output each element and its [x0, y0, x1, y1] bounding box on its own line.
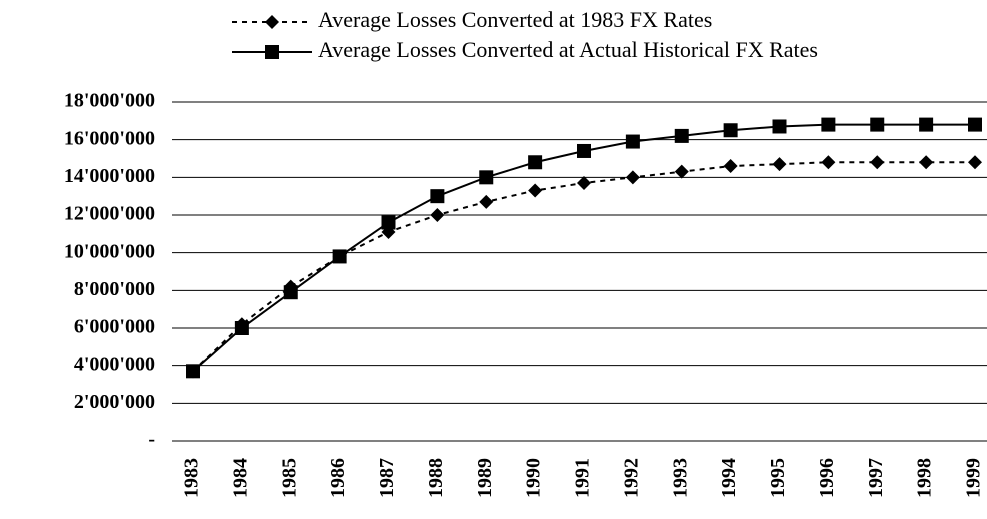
legend-label: Average Losses Converted at Actual Histo… [318, 37, 818, 62]
y-tick-label: 2'000'000 [74, 391, 155, 413]
y-tick-label: 10'000'000 [64, 240, 155, 262]
x-tick-label: 1994 [718, 458, 740, 498]
x-tick-label: 1992 [620, 458, 642, 498]
y-tick-label: - [148, 429, 155, 451]
marker [332, 249, 347, 264]
y-tick-label: 12'000'000 [64, 203, 155, 225]
series-line [192, 123, 975, 373]
marker [528, 155, 543, 170]
marker [821, 117, 836, 132]
marker [821, 155, 836, 170]
marker [625, 170, 640, 185]
marker [723, 159, 738, 174]
marker [186, 364, 200, 379]
marker [870, 117, 885, 132]
marker [723, 123, 738, 138]
marker [234, 321, 249, 335]
y-tick-label: 16'000'000 [64, 127, 155, 149]
marker [528, 183, 543, 198]
x-tick-label: 1990 [523, 458, 545, 498]
x-tick-label: 1999 [963, 458, 985, 498]
y-tick-label: 8'000'000 [74, 278, 155, 300]
x-tick-label: 1997 [865, 458, 887, 498]
y-tick-label: 14'000'000 [64, 165, 155, 187]
marker [870, 155, 885, 170]
marker [265, 45, 279, 59]
x-tick-label: 1988 [425, 458, 447, 498]
marker [772, 157, 787, 172]
x-tick-label: 1987 [376, 458, 398, 498]
marker [968, 117, 982, 132]
marker [772, 119, 787, 134]
x-tick-label: 1991 [572, 458, 594, 498]
marker [430, 208, 445, 222]
x-tick-label: 1995 [767, 458, 789, 498]
marker [919, 155, 934, 170]
marker [265, 15, 279, 29]
y-tick-label: 18'000'000 [64, 90, 155, 112]
marker [968, 155, 982, 170]
marker [674, 128, 689, 143]
marker [577, 143, 591, 158]
marker [625, 134, 640, 149]
x-tick-label: 1996 [816, 458, 838, 498]
x-tick-label: 1985 [278, 458, 300, 498]
marker [479, 194, 494, 209]
x-tick-label: 1983 [181, 458, 203, 498]
marker [674, 164, 689, 179]
marker [381, 215, 396, 230]
marker [430, 189, 445, 204]
y-tick-label: 6'000'000 [74, 316, 155, 338]
y-tick-label: 4'000'000 [74, 353, 155, 375]
marker [577, 175, 591, 190]
marker [479, 170, 494, 185]
marker [919, 117, 934, 132]
x-tick-label: 1993 [669, 458, 691, 498]
x-tick-label: 1984 [229, 458, 251, 498]
x-tick-label: 1998 [914, 458, 936, 498]
marker [283, 285, 298, 300]
legend-label: Average Losses Converted at 1983 FX Rate… [318, 7, 712, 32]
x-tick-label: 1986 [327, 458, 349, 498]
x-tick-label: 1989 [474, 458, 496, 498]
series-line [192, 161, 975, 373]
